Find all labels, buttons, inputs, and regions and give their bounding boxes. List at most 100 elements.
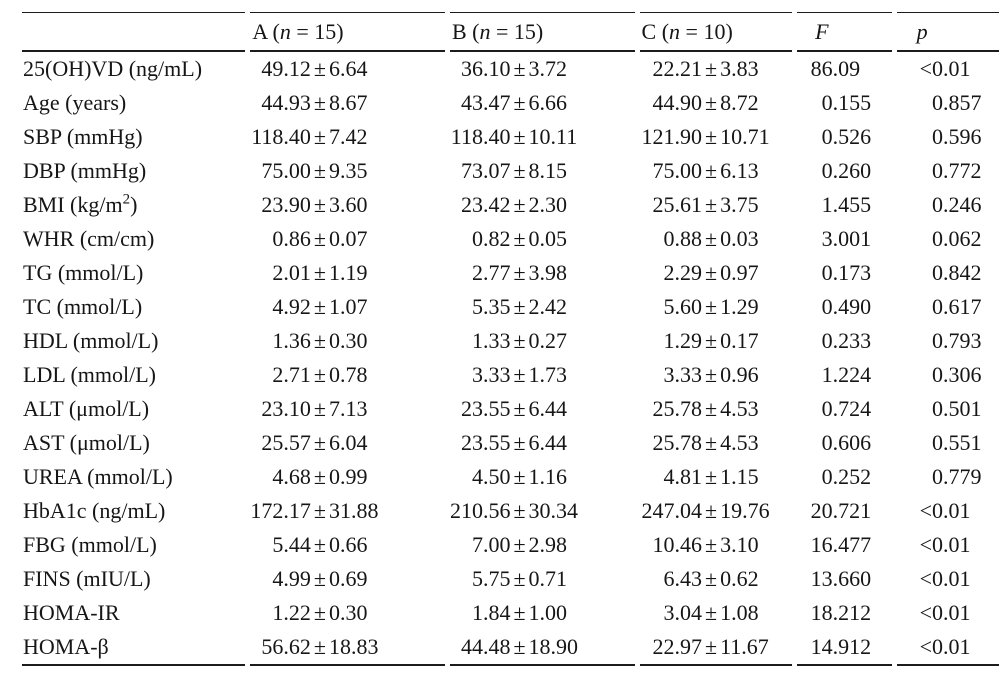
table-row: HOMA-β 56.62 ±18.83 44.48 ±18.90 22.97 ±11.67 1… (22, 630, 999, 666)
mean-value: 43.47 (460, 90, 511, 115)
table-row: ALT (μmol/L) 23.10 ±7.13 23.55 ±6.44 25.78 ±4.… (22, 392, 999, 426)
row-label: ALT (μmol/L) (22, 392, 245, 426)
sd-value: 3.98 (528, 260, 568, 285)
sd-value: 0.78 (328, 362, 368, 387)
mean-value: 0.86 (272, 226, 311, 251)
sd-value: 6.13 (720, 158, 759, 183)
text-run: B ( (451, 18, 480, 44)
plus-minus-sign: ± (313, 124, 326, 149)
plus-minus-sign: ± (313, 566, 326, 591)
value-integer-part: 3 (821, 226, 833, 251)
plus-minus-sign: ± (313, 90, 326, 115)
table-row: BMI (kg/m2) 23.90 ±3.60 23.42 ±2.30 25.61 ±3.7… (22, 188, 999, 222)
mean-value: 3.33 (471, 362, 511, 387)
mean-value: 23.55 (460, 396, 511, 421)
sd-value: 18.83 (328, 634, 379, 659)
mean-value: 4.92 (272, 294, 311, 319)
mean-value: 23.10 (261, 396, 311, 421)
mean-value: 25.78 (652, 430, 703, 455)
row-label: LDL (mmol/L) (22, 358, 245, 392)
value-integer-part: 0 (821, 328, 833, 353)
cell-group-c: 121.90 ±10.71 (640, 120, 793, 154)
table-row: HbA1c (ng/mL) 172.17 ±31.88 210.56 ±30.34 247… (22, 494, 999, 528)
sd-value: 0.27 (528, 328, 568, 353)
cell-group-c: 1.29 ±0.17 (640, 324, 793, 358)
cell-f-statistic: 16.477 (797, 528, 892, 562)
plus-minus-sign: ± (513, 634, 526, 659)
cell-group-b: 7.00 ±2.98 (450, 528, 635, 562)
cell-group-c: 0.88 ±0.03 (640, 222, 793, 256)
plus-minus-sign: ± (705, 328, 718, 353)
value-integer-part: 0 (821, 260, 833, 285)
mean-value: 4.99 (272, 566, 311, 591)
plus-minus-sign: ± (705, 192, 718, 217)
cell-group-b: 5.35 ±2.42 (450, 290, 635, 324)
row-label: TG (mmol/L) (22, 256, 245, 290)
sd-value: 3.75 (720, 192, 759, 217)
cell-group-c: 3.04 ±1.08 (640, 596, 793, 630)
sd-value: 0.69 (328, 566, 368, 591)
cell-group-a: 2.71 ±0.78 (250, 358, 445, 392)
text-run: = 10) (680, 18, 733, 44)
sd-value: 2.42 (528, 294, 568, 319)
mean-value: 75.00 (652, 158, 703, 183)
value-fraction-part: .617 (943, 294, 982, 319)
cell-group-a: 1.36 ±0.30 (250, 324, 445, 358)
cell-group-b: 1.84 ±1.00 (450, 596, 635, 630)
plus-minus-sign: ± (705, 396, 718, 421)
cell-group-b: 73.07 ±8.15 (450, 154, 635, 188)
value-fraction-part: .01 (943, 56, 971, 81)
table-row: Age (years) 44.93 ±8.67 43.47 ±6.66 44.90 ±8.7… (22, 86, 999, 120)
text-run: n (669, 18, 681, 44)
value-integer-part: 18 (810, 600, 833, 625)
cell-group-a: 118.40 ±7.42 (250, 120, 445, 154)
sd-value: 1.19 (328, 260, 368, 285)
cell-group-c: 22.97 ±11.67 (639, 630, 793, 666)
value-integer-part: 0 (821, 158, 833, 183)
row-label: UREA (mmol/L) (22, 460, 245, 494)
value-integer-part: 0 (932, 226, 943, 251)
mean-value: 36.10 (460, 56, 511, 81)
value-integer-part: 0 (932, 430, 943, 455)
plus-minus-sign: ± (513, 600, 526, 625)
cell-group-b: 36.10 ±3.72 (450, 52, 635, 86)
sd-value: 7.42 (328, 124, 368, 149)
plus-minus-sign: ± (313, 634, 326, 659)
sd-value: 7.13 (328, 396, 368, 421)
mean-value: 3.04 (663, 600, 703, 625)
value-fraction-part: .01 (943, 566, 971, 591)
cell-f-statistic: 0.252 (797, 460, 892, 494)
row-label: HDL (mmol/L) (22, 324, 245, 358)
sd-value: 31.88 (328, 498, 379, 523)
cell-p-value: 0.306 (897, 358, 999, 392)
cell-f-statistic: 0.173 (797, 256, 892, 290)
value-integer-part: 0 (821, 294, 833, 319)
sd-value: 6.66 (528, 90, 568, 115)
mean-value: 172.17 (250, 498, 311, 523)
mean-value: 56.62 (261, 634, 311, 659)
plus-minus-sign: ± (313, 192, 326, 217)
cell-group-a: 75.00 ±9.35 (250, 154, 445, 188)
value-integer-part: <0 (919, 634, 943, 659)
sd-value: 0.99 (328, 464, 368, 489)
sd-value: 0.03 (720, 226, 759, 251)
cell-group-b: 2.77 ±3.98 (450, 256, 635, 290)
cell-group-b: 210.56 ±30.34 (450, 494, 635, 528)
plus-minus-sign: ± (313, 294, 326, 319)
value-integer-part: 0 (932, 362, 943, 387)
cell-group-c: 25.78 ±4.53 (640, 426, 793, 460)
sd-value: 6.44 (528, 430, 568, 455)
plus-minus-sign: ± (313, 464, 326, 489)
value-integer-part: 0 (932, 192, 943, 217)
column-header-group-a: A (n = 15) (250, 12, 445, 52)
plus-minus-sign: ± (313, 600, 326, 625)
cell-p-value: 0.779 (897, 460, 999, 494)
sd-value: 8.15 (528, 158, 568, 183)
sd-value: 2.30 (528, 192, 568, 217)
text-run: UREA (mmol/L) (23, 464, 173, 489)
mean-value: 23.55 (460, 430, 511, 455)
cell-p-value: <0.01 (897, 494, 999, 528)
value-integer-part: 0 (821, 124, 833, 149)
mean-value: 75.00 (261, 158, 311, 183)
value-fraction-part: .526 (832, 124, 872, 149)
